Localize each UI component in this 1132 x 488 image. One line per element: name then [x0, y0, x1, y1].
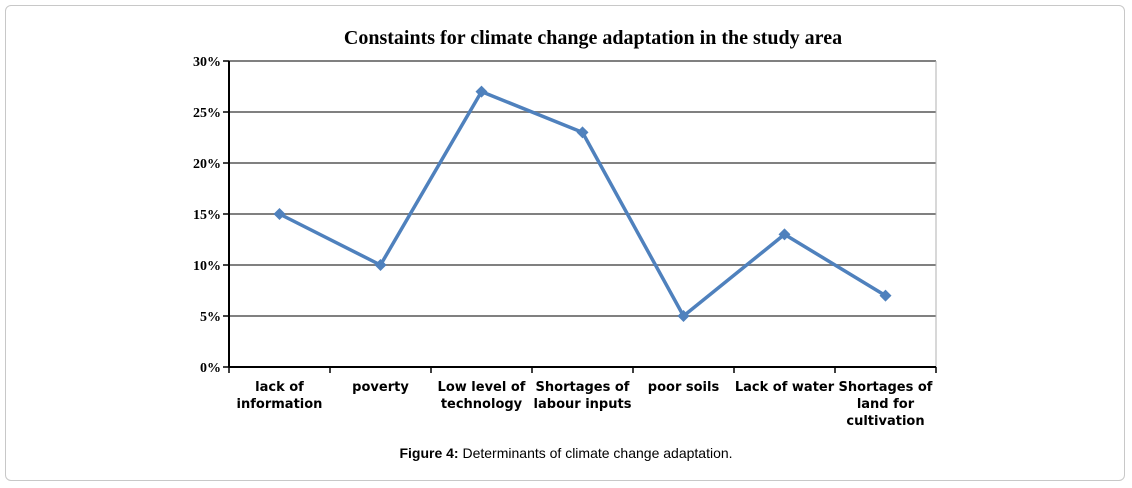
x-tick-label: Shortages of labour inputs [534, 380, 632, 412]
y-tick-labels: 0% 5% 10% 15% 20% 25% 30% [193, 55, 221, 376]
figure-caption: Figure 4: Determinants of climate change… [0, 445, 1132, 461]
caption-text: Determinants of climate change adaptatio… [458, 445, 733, 461]
x-tick-label: lack of information [237, 380, 323, 412]
data-point-marker [374, 259, 387, 271]
axes [223, 60, 937, 373]
data-point-marker [576, 126, 589, 139]
series [273, 85, 892, 322]
chart-title: Constaints for climate change adaptation… [344, 27, 842, 49]
y-tick-label: 20% [193, 157, 221, 172]
data-point-marker [475, 85, 488, 98]
x-tick-labels: lack of information poverty Low level of tec… [237, 380, 933, 429]
series-line [278, 89, 887, 318]
y-tick-label: 0% [200, 361, 221, 376]
x-tick-label: Low level of technology [438, 380, 526, 412]
y-tick-label: 10% [193, 259, 221, 274]
x-tick-label: poor soils [648, 380, 720, 395]
line-chart: Constaints for climate change adaptation… [193, 27, 937, 429]
x-tick-label: Lack of water [735, 380, 835, 395]
figure-frame [5, 5, 1125, 481]
y-tick-label: 5% [200, 310, 221, 325]
caption-label: Figure 4: [399, 445, 459, 461]
y-tick-label: 25% [193, 106, 221, 121]
y-tick-label: 15% [193, 208, 221, 223]
data-point-marker [879, 289, 892, 302]
data-point-marker [677, 310, 690, 322]
x-tick-label: Shortages of land for cultivation [839, 380, 933, 429]
x-tick-label: poverty [352, 380, 409, 395]
data-point-marker [273, 208, 286, 220]
y-tick-label: 30% [193, 55, 221, 70]
gridlines [229, 60, 936, 317]
data-point-marker [778, 228, 791, 241]
